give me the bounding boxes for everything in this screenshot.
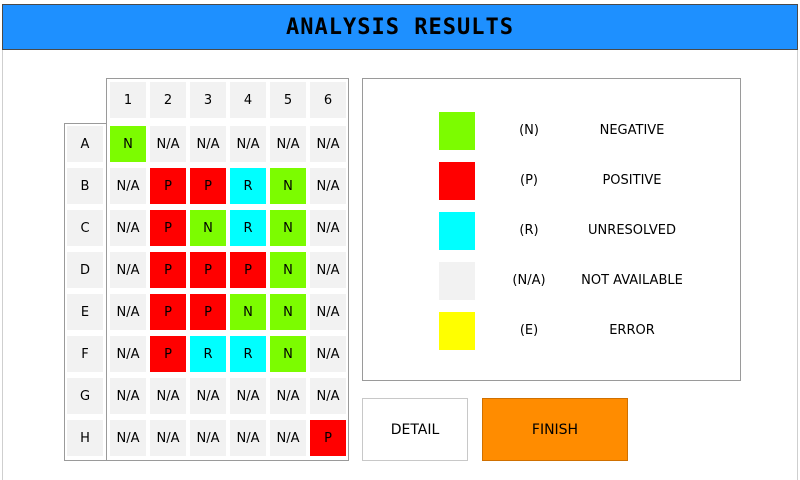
well-G2[interactable]: N/A [150,378,186,414]
well-D2[interactable]: P [150,252,186,288]
page-title: ANALYSIS RESULTS [286,14,514,40]
well-F6[interactable]: N/A [310,336,346,372]
well-H6[interactable]: P [310,420,346,456]
well-F5[interactable]: N [270,336,306,372]
legend-swatch-negative [439,112,475,150]
well-C1[interactable]: N/A [110,210,146,246]
well-F4[interactable]: R [230,336,266,372]
legend-panel [362,78,741,381]
well-H1[interactable]: N/A [110,420,146,456]
well-C3[interactable]: N [190,210,226,246]
well-A3[interactable]: N/A [190,126,226,162]
well-H3[interactable]: N/A [190,420,226,456]
legend-label: POSITIVE [602,173,662,188]
legend-code: (E) [519,323,539,338]
well-B6[interactable]: N/A [310,168,346,204]
column-header-2: 2 [150,82,186,118]
well-G6[interactable]: N/A [310,378,346,414]
well-D3[interactable]: P [190,252,226,288]
row-header-C: C [67,210,103,246]
well-C2[interactable]: P [150,210,186,246]
well-A4[interactable]: N/A [230,126,266,162]
well-A5[interactable]: N/A [270,126,306,162]
well-H4[interactable]: N/A [230,420,266,456]
well-F1[interactable]: N/A [110,336,146,372]
results-grid [106,78,349,461]
row-header-G: G [67,378,103,414]
title-bar: ANALYSIS RESULTS [2,4,798,50]
well-B2[interactable]: P [150,168,186,204]
legend-label: NEGATIVE [599,123,665,138]
legend-swatch-unresolved [439,212,475,250]
legend-swatch-positive [439,162,475,200]
legend-code: (P) [520,173,538,188]
legend-label: UNRESOLVED [588,223,676,238]
well-D1[interactable]: N/A [110,252,146,288]
well-D6[interactable]: N/A [310,252,346,288]
legend-label: NOT AVAILABLE [581,273,683,288]
row-header-B: B [67,168,103,204]
well-B3[interactable]: P [190,168,226,204]
well-C6[interactable]: N/A [310,210,346,246]
row-header-D: D [67,252,103,288]
well-A2[interactable]: N/A [150,126,186,162]
legend-label: ERROR [609,323,655,338]
well-E4[interactable]: N [230,294,266,330]
column-header-3: 3 [190,82,226,118]
legend-code: (N/A) [512,273,546,288]
well-B4[interactable]: R [230,168,266,204]
row-header-A: A [67,126,103,162]
column-header-4: 4 [230,82,266,118]
well-F3[interactable]: R [190,336,226,372]
well-H5[interactable]: N/A [270,420,306,456]
legend-code: (N) [519,123,539,138]
finish-button[interactable]: FINISH [482,398,628,461]
legend-code: (R) [519,223,539,238]
legend-swatch-not-available [439,262,475,300]
well-E5[interactable]: N [270,294,306,330]
window-frame [2,50,798,480]
well-C5[interactable]: N [270,210,306,246]
column-header-5: 5 [270,82,306,118]
well-E3[interactable]: P [190,294,226,330]
row-header-E: E [67,294,103,330]
well-C4[interactable]: R [230,210,266,246]
well-G1[interactable]: N/A [110,378,146,414]
well-A6[interactable]: N/A [310,126,346,162]
column-header-6: 6 [310,82,346,118]
well-E2[interactable]: P [150,294,186,330]
well-E6[interactable]: N/A [310,294,346,330]
well-G5[interactable]: N/A [270,378,306,414]
well-E1[interactable]: N/A [110,294,146,330]
row-header-F: F [67,336,103,372]
well-A1[interactable]: N [110,126,146,162]
well-G3[interactable]: N/A [190,378,226,414]
column-header-1: 1 [110,82,146,118]
well-D5[interactable]: N [270,252,306,288]
well-D4[interactable]: P [230,252,266,288]
legend-swatch-error [439,312,475,350]
row-header-H: H [67,420,103,456]
well-H2[interactable]: N/A [150,420,186,456]
well-B1[interactable]: N/A [110,168,146,204]
well-B5[interactable]: N [270,168,306,204]
detail-button[interactable]: DETAIL [362,398,468,461]
well-G4[interactable]: N/A [230,378,266,414]
well-F2[interactable]: P [150,336,186,372]
